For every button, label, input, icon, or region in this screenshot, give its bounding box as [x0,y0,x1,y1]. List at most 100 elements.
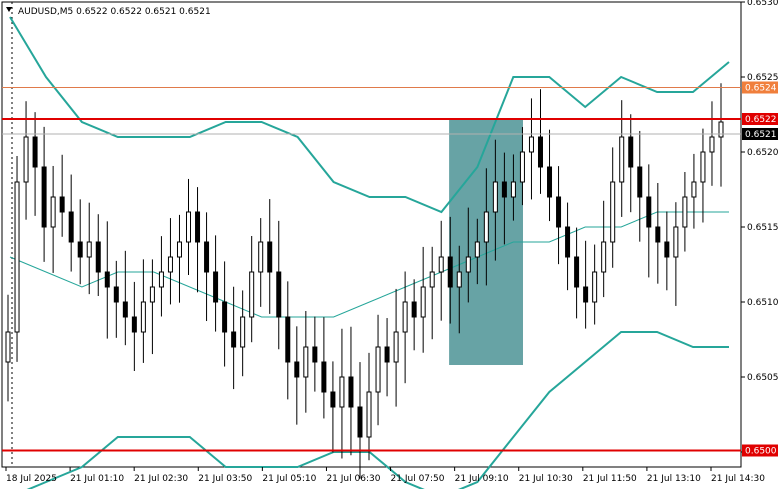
candle-bull [402,301,408,333]
candle-bull [258,241,264,273]
candle-bull [492,181,498,213]
candle-bull [682,196,688,228]
candle-bull [186,211,192,243]
y-tick-label: 0.6505 [747,373,779,383]
candle-bull [303,346,309,378]
candle-bull [14,181,20,333]
candle-bull [592,271,598,303]
candle-bear [104,271,110,288]
candle-bear [646,196,652,228]
price-tag [742,444,778,457]
x-tick-label: 21 Jul 13:10 [647,474,701,484]
candle-bear [565,226,571,258]
candle-bear [77,241,83,258]
collapse-arrow-icon[interactable] [6,7,12,12]
candle-bear [547,166,553,198]
candle-bear [357,406,363,438]
candle-bear [222,301,228,333]
candle-bull [167,256,173,273]
candle-bear [213,271,219,303]
x-tick-label: 21 Jul 10:30 [519,474,573,484]
candle-bull [176,241,182,258]
candle-bull [420,286,426,318]
price-tag [742,81,778,94]
candle-bull [240,316,246,348]
candle-bear [501,181,507,198]
x-tick-label: 18 Jul 2025 [6,474,57,484]
candle-bear [122,301,128,318]
candle-bull [610,181,616,243]
price-tag-label: 0.6524 [745,84,777,94]
candle-bull [149,286,155,303]
candle-bull [673,226,679,258]
price-tag-label: 0.6500 [745,447,777,457]
candle-bear [32,136,38,168]
price-tag-label: 0.6521 [745,130,777,140]
candle-bear [447,256,453,288]
candle-bear [411,301,417,318]
x-tick-label: 21 Jul 06:30 [326,474,380,484]
candle-bull [5,331,11,363]
candle-bull [339,376,345,408]
y-tick-label: 0.6520 [747,148,779,158]
candle-bear [556,196,562,228]
candle-bear [664,241,670,258]
candle-bear [95,241,101,273]
candle-bull [158,271,164,288]
candle-bull [474,241,480,258]
y-tick-label: 0.6530 [747,0,779,8]
candle-bear [655,226,661,243]
candle-bull [528,136,534,153]
x-tick-label: 21 Jul 14:30 [711,474,765,484]
x-tick-label: 21 Jul 03:50 [198,474,252,484]
candle-bull [510,181,516,198]
candle-bull [366,391,372,438]
price-tag-label: 0.6522 [745,115,777,125]
x-tick-label: 21 Jul 09:10 [455,474,509,484]
candle-bull [483,211,489,243]
x-tick-label: 21 Jul 02:30 [134,474,188,484]
candle-bear [583,286,589,303]
chart-title: AUDUSD,M5 0.6522 0.6522 0.6521 0.6521 [18,7,211,17]
candle-bull [601,241,607,273]
x-tick-label: 21 Jul 11:50 [583,474,637,484]
candle-bear [321,361,327,393]
x-tick-label: 21 Jul 05:10 [262,474,316,484]
plot-frame [1,1,742,468]
price-tag [742,113,778,125]
candle-bull [50,196,56,228]
candle-bear [59,196,65,213]
candle-bear [348,376,354,408]
candle-bear [574,256,580,288]
x-tick-label: 21 Jul 07:50 [391,474,445,484]
candle-bull [393,331,399,363]
candle-bear [628,136,634,168]
candle-bear [384,346,390,363]
candle-bear [537,136,543,168]
plot-area [1,1,742,489]
candle-bear [267,241,273,273]
candle-bear [131,316,137,333]
candle-bear [285,316,291,363]
candle-bull [23,136,29,183]
price-tag [742,128,778,140]
candle-bull [86,241,92,258]
x-tick-label: 21 Jul 01:10 [70,474,124,484]
y-tick-label: 0.6525 [747,73,779,83]
candle-bear [637,166,643,198]
y-tick-label: 0.6515 [747,223,779,233]
candle-bear [41,166,47,228]
candle-bull [140,301,146,333]
candle-bull [249,271,255,318]
candle-bear [330,391,336,408]
candle-bull [709,136,715,153]
candle-bull [519,151,525,183]
candle-bear [68,211,74,243]
candle-bear [195,211,201,243]
candle-bull [456,271,462,288]
candle-bear [113,286,119,303]
candle-bull [465,256,471,273]
middle-band-line [9,211,729,318]
